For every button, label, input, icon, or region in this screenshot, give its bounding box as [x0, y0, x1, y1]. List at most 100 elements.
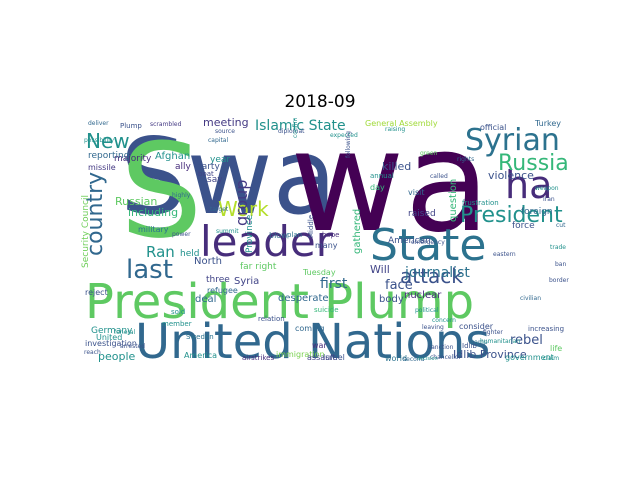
word-war: war — [312, 341, 327, 350]
word-work: Work — [218, 197, 269, 221]
word-germany: Germany — [91, 326, 133, 336]
word-refugee: refugee — [207, 286, 238, 295]
word-raising: raising — [385, 126, 405, 133]
word-arrested: arrested — [120, 343, 145, 350]
word-trade: trade — [550, 244, 566, 251]
word-political: political — [415, 307, 439, 314]
word-idlib-province: Idlib Province — [453, 348, 527, 361]
word-capital: capital — [208, 137, 228, 144]
word-force: force — [512, 221, 535, 231]
word-official: official — [480, 123, 506, 132]
word-green: green — [420, 150, 438, 157]
word-gathered: gathered — [352, 209, 363, 254]
word-killed: killed — [382, 160, 411, 173]
word-state: State — [370, 220, 486, 271]
word-question: question — [448, 179, 459, 222]
word-majority: majority — [114, 154, 152, 164]
word-assault: assault — [307, 353, 336, 362]
word-group: group — [232, 180, 251, 226]
word-violence: violence — [488, 169, 534, 182]
word-middle: Middle — [307, 215, 315, 238]
word-foreign: foreign — [521, 207, 553, 217]
word-weapon: weapon — [535, 185, 559, 192]
word-meeting: meeting — [203, 118, 249, 129]
word-ran: Ran — [146, 243, 175, 261]
word-sanction: sanction — [428, 344, 454, 351]
word-immigration: immigration — [276, 350, 325, 359]
word-general-assembly: General Assembly — [365, 119, 438, 128]
word-will: Will — [370, 263, 390, 276]
word-expected: expected — [330, 132, 358, 139]
word-missile: missile — [88, 163, 116, 172]
word-s: S — [120, 118, 203, 267]
word-funeral: funeral — [114, 329, 136, 336]
word-body: body — [379, 294, 404, 305]
word-new: New — [86, 129, 130, 153]
word-source: source — [215, 128, 235, 135]
word-face: face — [385, 278, 413, 293]
word-power: power — [172, 231, 191, 238]
word-day: day — [370, 183, 385, 192]
word-highly: highly — [172, 192, 191, 199]
word-desperate: desperate — [278, 293, 329, 304]
word-security-council: Security Council — [81, 195, 91, 268]
word-second: second — [403, 356, 425, 363]
word-deliver: deliver — [88, 120, 109, 127]
word-syria: Syria — [234, 276, 259, 287]
word-reporting: reporting — [88, 151, 129, 161]
word-afghan: Afghan — [155, 151, 190, 162]
word-three: three — [206, 275, 230, 285]
word-world: world — [385, 354, 407, 363]
word-tuesday: Tuesday — [302, 268, 336, 277]
word-united: United — [96, 333, 122, 342]
word-blow: blow — [269, 231, 288, 240]
word-confirmed: confirmed — [292, 118, 299, 138]
word-summit: summit — [216, 228, 239, 235]
word-claim: claim — [543, 355, 559, 362]
word-camp: camp — [471, 339, 488, 346]
word-sweden: Sweden — [186, 333, 214, 341]
word-leader: leader — [200, 217, 334, 266]
word-president-plump: President Plump — [85, 274, 474, 330]
word-frustration: frustration — [462, 199, 499, 207]
word-relation: relation — [258, 315, 285, 323]
word-idlib: Idlib — [462, 342, 477, 350]
word-fighter: fighter — [483, 329, 503, 336]
word-coming: coming — [295, 324, 324, 333]
word-annual: annual — [370, 172, 394, 180]
word-year: year — [210, 155, 230, 165]
word-wa: wa — [290, 118, 490, 264]
word-attack: attack — [400, 264, 463, 288]
word-american: American — [388, 236, 431, 246]
word-rebel: rebel — [510, 333, 543, 348]
word-decision: decision — [417, 356, 438, 362]
word-investigation: investigation — [85, 339, 137, 348]
word-diplomat: diplomat — [278, 128, 305, 135]
word-many: many — [315, 241, 338, 250]
word-target: target — [210, 206, 229, 213]
word-scrambled: scrambled — [150, 121, 182, 128]
word-united-nations: United Nations — [135, 314, 490, 370]
word-possibility: possibility — [84, 137, 115, 144]
word-last: last — [126, 255, 173, 285]
word-plump: Plump — [120, 122, 142, 130]
word-israel: Israel — [323, 353, 345, 362]
word-far-right: far right — [240, 262, 277, 272]
word-emergency: emergency — [411, 239, 445, 246]
word-ban: ban — [555, 261, 566, 268]
word-military: military — [138, 225, 169, 234]
word-north: North — [194, 256, 222, 267]
word-province: Province — [245, 214, 255, 253]
word-sold: sold — [171, 308, 185, 316]
word-reach: reach — [84, 349, 101, 356]
word-held: held — [180, 249, 199, 259]
word-humanitarian: humanitarian — [480, 338, 520, 345]
word-increasing: increasing — [528, 325, 564, 333]
word-islamic-state: Islamic State — [255, 118, 346, 134]
word-ally: ally — [175, 162, 192, 172]
word-president: President — [460, 203, 563, 228]
word-iran: Iran — [543, 196, 555, 203]
word-journalist: journalist — [404, 265, 470, 281]
word-ha: ha — [505, 163, 552, 207]
